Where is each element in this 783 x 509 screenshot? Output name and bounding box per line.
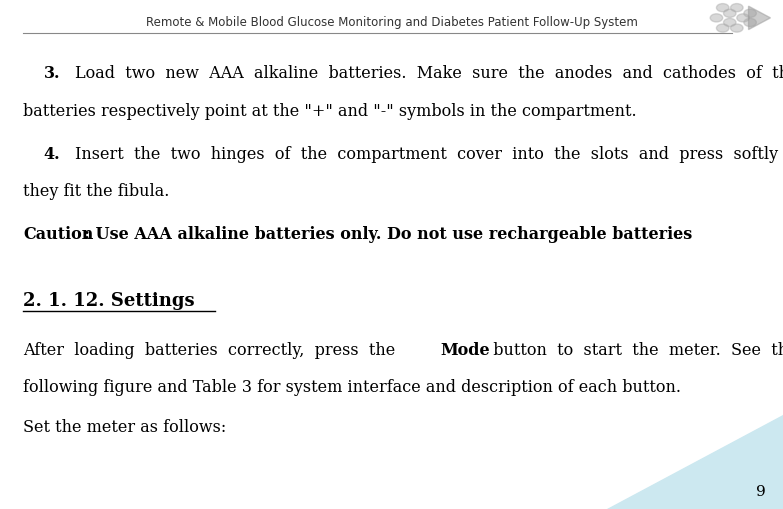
Circle shape: [716, 5, 729, 13]
Text: they fit the fibula.: they fit the fibula.: [23, 183, 170, 200]
Text: Insert  the  two  hinges  of  the  compartment  cover  into  the  slots  and  pr: Insert the two hinges of the compartment…: [75, 146, 783, 162]
Circle shape: [716, 25, 729, 33]
Text: Set the meter as follows:: Set the meter as follows:: [23, 418, 227, 435]
Circle shape: [731, 5, 743, 13]
Polygon shape: [607, 415, 783, 509]
Text: .: .: [677, 226, 682, 243]
Text: 2. 1. 12. Settings: 2. 1. 12. Settings: [23, 291, 195, 309]
Text: batteries respectively point at the "+" and "-" symbols in the compartment.: batteries respectively point at the "+" …: [23, 102, 637, 119]
Circle shape: [744, 10, 756, 18]
Text: After  loading  batteries  correctly,  press  the: After loading batteries correctly, press…: [23, 341, 401, 358]
Text: 4.: 4.: [44, 146, 60, 162]
Text: button  to  start  the  meter.  See  the: button to start the meter. See the: [483, 341, 783, 358]
Circle shape: [723, 19, 736, 27]
Circle shape: [731, 25, 743, 33]
Circle shape: [723, 10, 736, 18]
Text: Caution: Caution: [23, 226, 94, 243]
Text: Mode: Mode: [441, 341, 490, 358]
Text: 3.: 3.: [44, 65, 60, 82]
Polygon shape: [749, 7, 770, 31]
Text: 9: 9: [756, 484, 766, 498]
Circle shape: [737, 15, 749, 23]
Text: Remote & Mobile Blood Glucose Monitoring and Diabetes Patient Follow-Up System: Remote & Mobile Blood Glucose Monitoring…: [146, 16, 637, 29]
Text: following figure and Table 3 for system interface and description of each button: following figure and Table 3 for system …: [23, 378, 681, 395]
Circle shape: [710, 15, 723, 23]
Text: Load  two  new  AAA  alkaline  batteries.  Make  sure  the  anodes  and  cathode: Load two new AAA alkaline batteries. Mak…: [75, 65, 783, 82]
Text: : Use AAA alkaline batteries only. Do not use rechargeable batteries: : Use AAA alkaline batteries only. Do no…: [84, 226, 692, 243]
Circle shape: [744, 19, 756, 27]
